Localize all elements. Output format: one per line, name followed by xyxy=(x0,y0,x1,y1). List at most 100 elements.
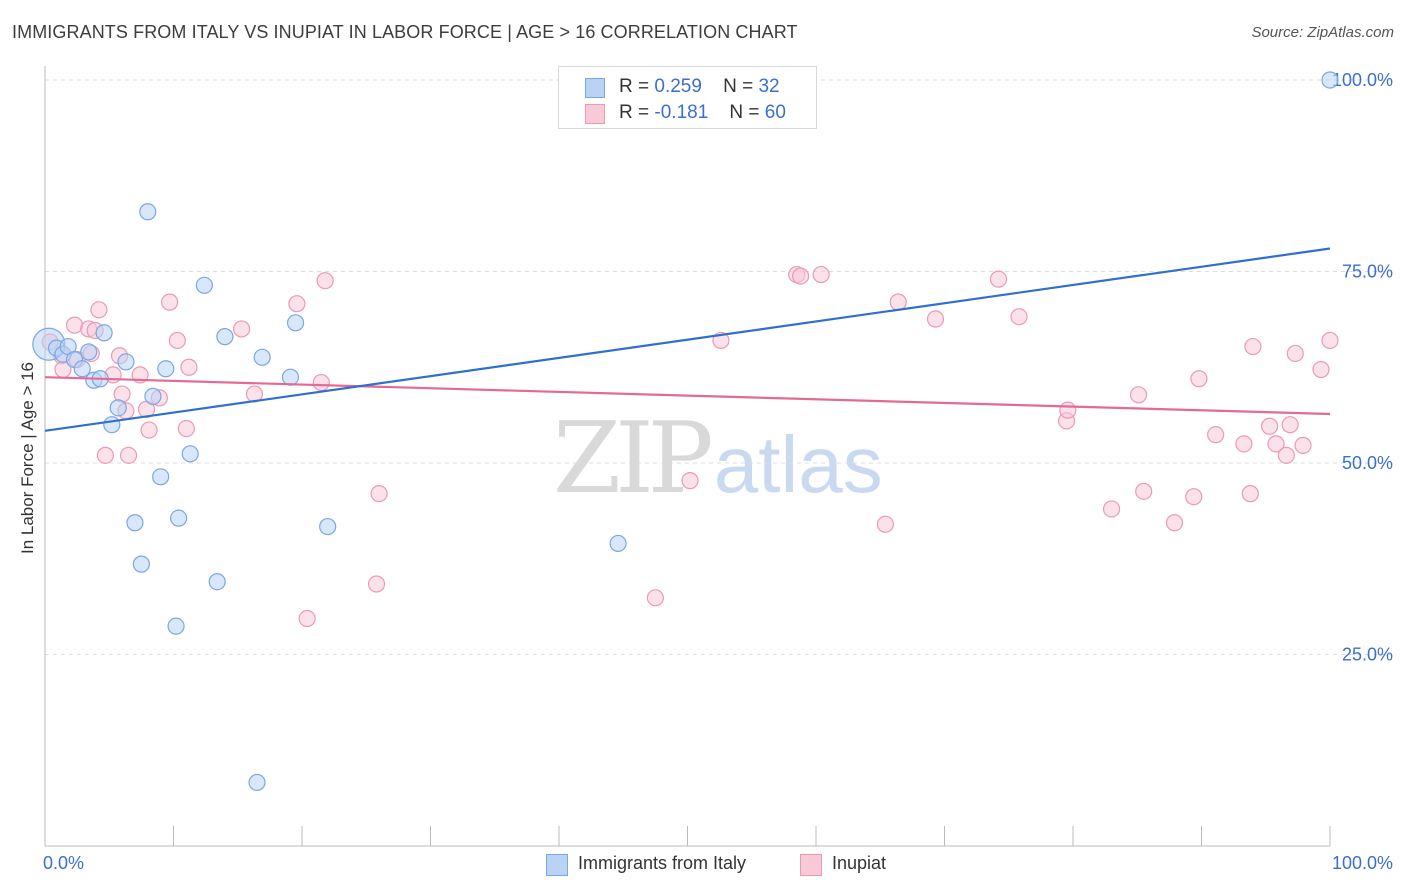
data-point-italy xyxy=(126,514,144,532)
legend-r-label: R = xyxy=(619,102,650,123)
data-point-inupiat xyxy=(1235,435,1253,453)
data-point-inupiat xyxy=(1129,386,1148,404)
data-point-italy xyxy=(248,773,266,792)
data-point-inupiat xyxy=(1294,436,1312,454)
data-point-inupiat xyxy=(367,575,386,593)
data-point-inupiat xyxy=(65,316,84,334)
legend-swatch-italy xyxy=(546,854,568,876)
data-point-inupiat xyxy=(370,485,388,503)
data-point-inupiat xyxy=(1207,426,1225,444)
data-point-inupiat xyxy=(1286,344,1304,363)
data-point-inupiat xyxy=(1321,331,1339,350)
data-point-inupiat xyxy=(1135,482,1153,500)
data-point-inupiat xyxy=(681,472,699,490)
data-point-italy xyxy=(319,517,337,536)
data-point-inupiat xyxy=(168,331,186,350)
data-point-inupiat xyxy=(1241,485,1259,503)
legend-r-value-italy: 0.259 xyxy=(654,76,702,97)
data-point-inupiat xyxy=(1277,446,1295,464)
data-point-italy xyxy=(157,360,175,378)
data-point-inupiat xyxy=(1165,514,1184,532)
chart-title: IMMIGRANTS FROM ITALY VS INUPIAT IN LABO… xyxy=(12,22,798,42)
data-point-inupiat xyxy=(1267,435,1285,453)
data-point-italy xyxy=(281,368,300,386)
data-point-italy xyxy=(181,445,199,463)
data-point-italy xyxy=(109,399,127,417)
legend-swatch-inupiat xyxy=(800,854,822,876)
data-point-italy xyxy=(609,534,627,553)
legend-label-inupiat: Inupiat xyxy=(832,853,887,873)
legend-swatch-inupiat xyxy=(585,104,605,124)
data-point-inupiat xyxy=(1185,488,1203,506)
data-point-inupiat xyxy=(233,320,251,338)
grid-lines xyxy=(45,79,1392,655)
data-point-italy xyxy=(73,360,91,378)
data-point-inupiat xyxy=(1261,417,1279,435)
data-point-italy xyxy=(103,416,121,434)
data-point-inupiat xyxy=(1010,308,1028,326)
legend-n-value-inupiat: 60 xyxy=(764,102,786,123)
data-point-inupiat xyxy=(298,609,316,628)
data-point-inupiat xyxy=(1059,401,1077,419)
trend-lines xyxy=(44,247,1331,432)
series-legend: Immigrants from Italy Inupiat xyxy=(0,852,1406,878)
y-tick-label: 25.0% xyxy=(1342,645,1393,665)
y-tick-label: 50.0% xyxy=(1342,453,1393,473)
data-point-inupiat xyxy=(119,446,138,464)
legend-n-label: N = xyxy=(723,76,754,97)
data-point-italy xyxy=(95,324,113,342)
data-point-italy xyxy=(117,353,135,371)
legend-r-value-inupiat: -0.181 xyxy=(654,102,709,123)
watermark-zip: ZIP xyxy=(553,402,714,516)
axes xyxy=(44,66,1331,847)
data-point-italy xyxy=(170,509,188,527)
data-point-inupiat xyxy=(180,358,198,376)
data-point-inupiat xyxy=(646,589,664,607)
data-point-italy xyxy=(144,387,162,405)
watermark-atlas: atlas xyxy=(713,420,883,509)
data-point-inupiat xyxy=(161,293,179,311)
series-italy xyxy=(32,71,1339,792)
y-tick-label: 100.0% xyxy=(1332,70,1393,90)
data-point-inupiat xyxy=(812,265,830,284)
data-point-inupiat xyxy=(1244,337,1262,356)
data-point-italy xyxy=(253,348,271,366)
x-tick-label: 100.0% xyxy=(1332,853,1393,873)
data-point-italy xyxy=(80,343,98,361)
data-point-italy xyxy=(167,617,185,635)
data-point-inupiat xyxy=(177,419,195,438)
data-point-italy xyxy=(208,573,226,591)
data-point-italy xyxy=(286,314,305,332)
data-point-inupiat xyxy=(1312,360,1330,379)
data-point-italy xyxy=(216,328,234,346)
data-point-inupiat xyxy=(288,295,306,313)
data-point-inupiat xyxy=(889,293,907,311)
data-point-inupiat xyxy=(140,421,158,439)
tick-labels: 25.0% 50.0% 75.0% 100.0% 0.0% 100.0% xyxy=(43,70,1393,873)
data-point-inupiat xyxy=(989,270,1008,288)
source-label: Source: ZipAtlas.com xyxy=(1251,24,1394,41)
data-point-inupiat xyxy=(96,446,114,464)
trend-line-italy xyxy=(44,247,1331,432)
data-point-inupiat xyxy=(90,301,108,319)
data-point-italy xyxy=(132,555,150,573)
stats-legend: R = 0.259 N = 32 R = -0.181 N = 60 xyxy=(558,66,817,129)
data-point-italy xyxy=(195,276,213,294)
data-point-inupiat xyxy=(876,515,894,533)
data-point-inupiat xyxy=(1281,416,1299,434)
x-tick-label: 0.0% xyxy=(43,853,84,873)
legend-r-label: R = xyxy=(619,76,650,97)
trend-line-inupiat xyxy=(44,376,1331,416)
data-point-inupiat xyxy=(791,267,810,285)
legend-swatch-italy xyxy=(585,78,605,98)
data-point-inupiat xyxy=(316,272,334,290)
data-point-inupiat xyxy=(926,310,945,328)
legend-n-value-italy: 32 xyxy=(758,76,780,97)
data-point-italy xyxy=(139,203,157,221)
data-point-inupiat xyxy=(1190,370,1208,388)
series-inupiat xyxy=(41,265,1339,628)
data-point-inupiat xyxy=(1102,500,1121,518)
legend-n-label: N = xyxy=(729,102,760,123)
y-tick-label: 75.0% xyxy=(1342,262,1393,282)
